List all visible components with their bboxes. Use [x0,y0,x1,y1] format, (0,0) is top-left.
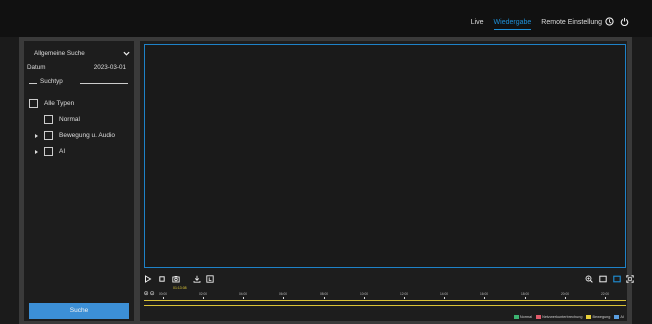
checkbox[interactable] [29,99,38,108]
tab-wiedergabe[interactable]: Wiedergabe [493,19,532,30]
top-bar: Live Wiedergabe Remote Einstellung [0,0,652,37]
legend-label: Netzwerkunterbrechung [542,315,583,319]
divider-line [29,83,37,84]
type-all[interactable]: Alle Typen [29,99,74,108]
tick-label: 18:00 [521,292,529,296]
tick-mark [203,297,204,299]
tick-label: 04:00 [239,292,247,296]
tick-mark [364,297,365,299]
timeline-zoom-in-icon[interactable] [144,291,149,296]
tick-label: 12:00 [400,292,408,296]
legend-swatch [614,315,620,319]
legend-label: Bewegung [592,315,611,319]
type-label: Alle Typen [44,100,75,107]
video-window[interactable] [144,44,626,268]
legend-bewegung: Bewegung [586,315,610,319]
type-label: AI [59,148,66,155]
power-icon[interactable] [620,17,629,26]
legend-label: Normal [519,315,533,319]
tick-mark [283,297,284,299]
legend-swatch [513,315,519,319]
tick-label: 16:00 [480,292,488,296]
timeline-legend: Normal Netzwerkunterbrechung Bewegung AI [513,315,624,319]
expand-arrow-icon[interactable] [35,149,38,154]
tick-label: 14:00 [440,292,448,296]
tick-mark [404,297,405,299]
type-bewegung-audio[interactable]: Bewegung u. Audio [35,131,115,140]
legend-normal: Normal [513,315,533,319]
tick-label: 00:00 [159,292,167,296]
search-button[interactable]: Suche [29,303,129,319]
tick-label: 22:00 [601,292,609,296]
tick-mark [605,297,606,299]
type-ai[interactable]: AI [35,147,65,156]
playback-panel: 01:13:08 00:00 02:00 04:00 06:00 08:00 1… [140,41,634,321]
tab-remote-einstellung[interactable]: Remote Einstellung [541,19,602,26]
tick-mark [525,297,526,299]
current-time-label: 01:13:08 [173,286,187,290]
search-type-section-title: Suchtyp [29,78,128,88]
checkbox[interactable] [44,115,53,124]
fullscreen-icon[interactable] [626,275,634,283]
tick-mark [243,297,244,299]
legend-ai: AI [614,315,624,319]
zoom-in-icon[interactable] [585,275,593,283]
timeline-track [144,300,626,301]
date-row[interactable]: Datum 2023-03-01 [27,64,126,71]
tab-live[interactable]: Live [470,19,484,26]
timeline-track [144,305,626,306]
main-nav: Live Wiedergabe Remote Einstellung [470,19,602,30]
chevron-down-icon [123,51,130,56]
stop-icon[interactable] [158,275,166,283]
single-view-icon[interactable] [599,275,607,283]
search-type-dropdown[interactable]: Allgemeine Suche [34,50,130,57]
fit-window-icon[interactable] [613,275,621,283]
date-label: Datum [27,64,46,71]
tick-label: 20:00 [561,292,569,296]
type-label: Bewegung u. Audio [59,132,116,139]
tick-mark [484,297,485,299]
clip-icon[interactable] [206,275,214,283]
divider-line [80,83,128,84]
snapshot-icon[interactable] [172,275,180,283]
download-icon[interactable] [193,275,201,283]
tick-mark [444,297,445,299]
tick-mark [565,297,566,299]
checkbox[interactable] [44,131,53,140]
search-sidebar: Allgemeine Suche Datum 2023-03-01 Suchty… [24,41,134,321]
section-title: Suchtyp [40,78,63,85]
legend-swatch [536,315,542,319]
tick-label: 06:00 [279,292,287,296]
top-icons [605,17,629,26]
play-icon[interactable] [144,275,152,283]
tick-mark [324,297,325,299]
type-normal[interactable]: Normal [44,115,80,124]
type-label: Normal [59,116,80,123]
tick-label: 02:00 [199,292,207,296]
timeline-zoom-out-icon[interactable] [150,291,155,296]
tick-label: 08:00 [320,292,328,296]
legend-label: AI [620,315,624,319]
legend-swatch [586,315,592,319]
expand-arrow-icon[interactable] [35,133,38,138]
search-type-label: Allgemeine Suche [34,50,85,57]
date-value[interactable]: 2023-03-01 [93,64,126,71]
legend-netzwerkunterbrechung: Netzwerkunterbrechung [536,315,582,319]
checkbox[interactable] [44,147,53,156]
timeline[interactable]: 01:13:08 00:00 02:00 04:00 06:00 08:00 1… [144,286,626,313]
timeline-zoom [144,291,155,296]
help-icon[interactable] [605,17,614,26]
tick-label: 10:00 [360,292,368,296]
tick-mark [163,297,164,299]
main-area: Allgemeine Suche Datum 2023-03-01 Suchty… [19,37,634,324]
